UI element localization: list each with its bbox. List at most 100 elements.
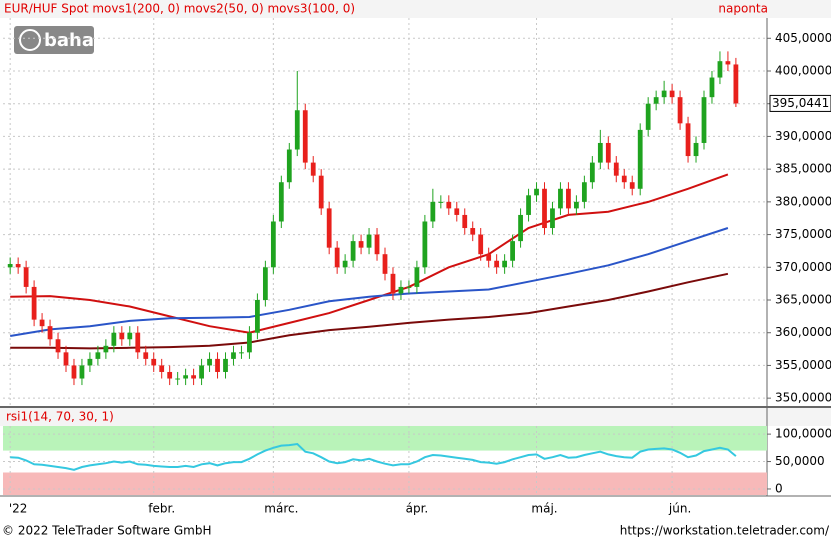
rsi-title-bar	[0, 408, 831, 426]
y-tick-label: 350,0000	[775, 391, 831, 405]
candle-body	[462, 214, 468, 229]
y-tick-label: 405,0000	[775, 31, 831, 45]
y-tick-label: 50,0000	[775, 454, 825, 468]
candle-body	[661, 90, 667, 98]
candle-body	[558, 188, 563, 209]
candle-body	[294, 110, 300, 150]
candle-body	[151, 358, 157, 366]
candle-body	[430, 201, 436, 222]
candle-body	[550, 208, 555, 229]
candle-body	[486, 254, 492, 261]
footer-url: https://workstation.teletrader.com/	[620, 524, 830, 538]
candle-body	[111, 332, 117, 346]
candle-body	[302, 110, 308, 163]
candle-body	[127, 332, 133, 340]
candle-body	[653, 97, 659, 104]
candle-body	[39, 319, 45, 327]
candle-body	[613, 162, 619, 176]
candle-body	[87, 358, 93, 366]
candle-body	[31, 286, 37, 320]
candle-body	[7, 264, 13, 268]
line	[10, 442, 737, 471]
candle-body	[382, 254, 388, 274]
candle-body	[621, 175, 627, 183]
candle-body	[286, 149, 292, 183]
x-tick-label: jún.	[668, 502, 691, 516]
last-value-label: 395,0441	[772, 96, 829, 110]
x-tick-label: '22	[9, 502, 28, 516]
period-label: naponta	[718, 2, 768, 16]
footer-copyright: © 2022 TeleTrader Software GmbH	[2, 524, 212, 538]
y-tick-label: 375,0000	[775, 227, 831, 241]
title-bar	[0, 0, 831, 18]
candle-body	[574, 201, 579, 209]
candle-body	[422, 221, 428, 268]
candle-body	[581, 182, 587, 202]
candle-body	[318, 175, 324, 209]
candle-body	[518, 214, 523, 242]
candle-body	[135, 332, 141, 353]
candle-body	[358, 241, 364, 248]
candle-body	[47, 326, 53, 340]
candle-body	[685, 123, 691, 157]
candle-body	[717, 61, 723, 78]
candle-body	[183, 375, 189, 379]
line	[10, 272, 729, 350]
candle-body	[71, 365, 77, 379]
candle-body	[310, 162, 316, 176]
rsi-title: rsi1(14, 70, 30, 1)	[6, 410, 114, 424]
level-band	[3, 472, 767, 495]
candle-body	[733, 64, 739, 104]
logo-text: baha	[44, 30, 94, 51]
y-tick-label: 365,0000	[775, 293, 831, 307]
candle-body	[231, 352, 236, 359]
candle-body	[326, 208, 332, 248]
candle-body	[605, 142, 611, 163]
candle-body	[143, 352, 149, 359]
candle-body	[103, 345, 109, 353]
candle-body	[406, 286, 412, 288]
candle-body	[414, 267, 420, 287]
candle-body	[597, 142, 603, 163]
y-tick-label: 385,0000	[775, 162, 831, 176]
candle-body	[693, 142, 699, 157]
candle-body	[637, 129, 643, 189]
candle-body	[709, 77, 715, 98]
y-tick-label: 390,0000	[775, 129, 831, 143]
line	[10, 227, 729, 337]
y-tick-label: 355,0000	[775, 358, 831, 372]
candle-body	[175, 378, 181, 380]
candle-body	[526, 195, 531, 215]
candle-body	[334, 247, 340, 268]
candle-body	[95, 352, 101, 359]
candle-body	[478, 234, 484, 255]
candle-body	[566, 188, 571, 209]
y-tick-label: 400,0000	[775, 63, 831, 77]
candle-body	[438, 201, 444, 203]
candle-body	[167, 371, 173, 379]
y-tick-label: 380,0000	[775, 194, 831, 208]
candle-body	[342, 260, 348, 268]
candle-body	[502, 260, 508, 268]
candle-body	[725, 61, 731, 65]
candle-body	[63, 352, 69, 366]
candle-body	[542, 188, 547, 229]
y-tick-label: 100,0000	[775, 427, 831, 441]
candle-body	[215, 358, 220, 372]
candle-body	[350, 241, 356, 261]
candle-body	[262, 267, 268, 301]
candle-body	[374, 234, 380, 255]
last-value-box	[769, 94, 831, 112]
candle-body	[701, 97, 707, 143]
candle-body	[677, 97, 683, 124]
x-tick-label: febr.	[148, 502, 175, 516]
candle-body	[79, 365, 85, 379]
candle-body	[494, 260, 500, 268]
line	[10, 173, 729, 334]
candle-body	[15, 264, 21, 268]
candle-body	[159, 365, 165, 372]
candle-body	[119, 332, 125, 340]
candle-body	[470, 228, 476, 235]
x-tick-label: márc.	[264, 502, 298, 516]
